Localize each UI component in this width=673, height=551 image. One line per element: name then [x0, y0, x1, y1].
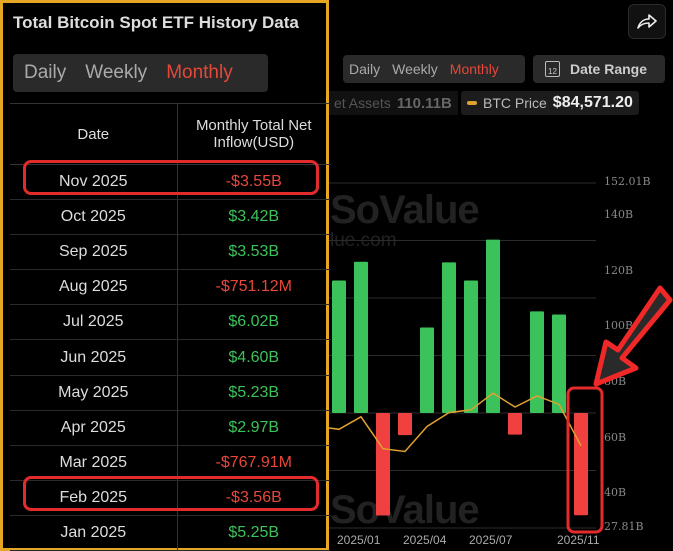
row-date: Jul 2025: [10, 304, 178, 341]
highlight-box-feb: [23, 476, 319, 511]
row-inflow: -$751.12M: [177, 269, 330, 306]
row-inflow: $3.42B: [177, 199, 330, 236]
y-tick-label: 40B: [604, 486, 627, 500]
legend-net-assets[interactable]: et Assets 110.11B: [328, 91, 458, 115]
y-tick-label: 27.81B: [604, 520, 644, 533]
row-inflow: $5.23B: [177, 375, 330, 411]
row-inflow: $3.53B: [177, 234, 330, 271]
share-button[interactable]: [628, 4, 666, 39]
row-date: Jan 2025: [10, 515, 178, 551]
arrow-annotation: [593, 285, 673, 387]
highlight-box: [566, 386, 604, 534]
btc-price-value: $84,571.20: [552, 94, 633, 111]
history-data-panel: Total Bitcoin Spot ETF History Data Dail…: [0, 0, 330, 551]
legend-btc-price[interactable]: BTC Price $84,571.20: [461, 91, 639, 115]
btc-line-swatch: [467, 101, 477, 105]
x-tick-label: 2025/04: [403, 533, 447, 547]
y-tick-label: 120B: [604, 263, 634, 277]
x-tick-label: 2025/01: [337, 533, 381, 547]
net-assets-value: 110.11B: [396, 94, 452, 112]
date-range-button[interactable]: 12 Date Range: [533, 55, 665, 83]
calendar-icon: 12: [545, 61, 560, 77]
table-row[interactable]: Apr 2025 $2.97B: [10, 410, 330, 446]
bar-2025/06[interactable]: [464, 280, 478, 413]
btc-price-label: BTC Price: [483, 95, 547, 111]
row-inflow: $2.97B: [177, 410, 330, 446]
chart-period-tabs: Daily Weekly Monthly: [343, 55, 525, 83]
panel-tab-daily[interactable]: Daily: [24, 62, 67, 83]
table-row[interactable]: Jun 2025 $4.60B: [10, 339, 330, 376]
bar-2025/05[interactable]: [442, 262, 456, 413]
bar-2025/09[interactable]: [530, 311, 544, 413]
row-date: Aug 2025: [10, 269, 178, 306]
bar-2025/08[interactable]: [508, 413, 522, 435]
bar-2025/10[interactable]: [552, 314, 566, 413]
watermark: SoValue: [330, 188, 480, 232]
x-tick-label: 2025/11: [557, 533, 600, 547]
table-row[interactable]: Jul 2025 $6.02B: [10, 304, 330, 341]
bar-2025/03[interactable]: [398, 413, 412, 436]
table-row[interactable]: Jan 2025 $5.25B: [10, 515, 330, 551]
bar-2025/04[interactable]: [420, 327, 434, 413]
row-date: Oct 2025: [10, 199, 178, 236]
tab-monthly[interactable]: Monthly: [449, 61, 499, 77]
share-icon: [637, 13, 657, 29]
date-range-label: Date Range: [570, 61, 648, 77]
annotation: [566, 285, 673, 534]
panel-period-tabs: Daily Weekly Monthly: [13, 54, 268, 92]
x-tick-label: 2025/07: [469, 533, 513, 547]
table-row[interactable]: Oct 2025 $3.42B: [10, 199, 330, 236]
row-inflow: $6.02B: [177, 304, 330, 341]
net-assets-label: et Assets: [334, 95, 391, 111]
y-tick-label: 100B: [604, 319, 634, 333]
bar-2025/07[interactable]: [486, 239, 500, 413]
tab-weekly[interactable]: Weekly: [392, 61, 438, 77]
table-row[interactable]: Mar 2025 -$767.91M: [10, 445, 330, 481]
table-row[interactable]: May 2025 $5.23B: [10, 375, 330, 411]
table-row[interactable]: Sep 2025 $3.53B: [10, 234, 330, 271]
column-header-date[interactable]: Date: [10, 103, 178, 165]
row-date: Mar 2025: [10, 445, 178, 481]
y-tick-label: 140B: [604, 208, 634, 222]
row-inflow: $4.60B: [177, 339, 330, 376]
bar-2025/01[interactable]: [354, 261, 368, 413]
row-inflow: -$767.91M: [177, 445, 330, 481]
column-header-inflow[interactable]: Monthly Total Net Inflow(USD): [177, 103, 330, 165]
row-inflow: $5.25B: [177, 515, 330, 551]
row-date: Jun 2025: [10, 339, 178, 376]
y-tick-label: 60B: [604, 430, 627, 444]
highlight-box-nov: [23, 160, 319, 195]
row-date: Apr 2025: [10, 410, 178, 446]
bar-2025/02[interactable]: [376, 413, 390, 516]
bar-2024/12[interactable]: [332, 280, 346, 413]
panel-title: Total Bitcoin Spot ETF History Data: [13, 13, 299, 32]
watermark-bottom: SoValue: [330, 488, 480, 532]
row-date: May 2025: [10, 375, 178, 411]
btc-price-line: [327, 392, 582, 453]
y-tick-label: 152.01B: [604, 175, 651, 188]
tab-daily[interactable]: Daily: [349, 61, 381, 77]
panel-tab-weekly[interactable]: Weekly: [85, 62, 148, 83]
row-date: Sep 2025: [10, 234, 178, 271]
panel-tab-monthly[interactable]: Monthly: [166, 62, 233, 83]
table-row[interactable]: Aug 2025 -$751.12M: [10, 269, 330, 306]
